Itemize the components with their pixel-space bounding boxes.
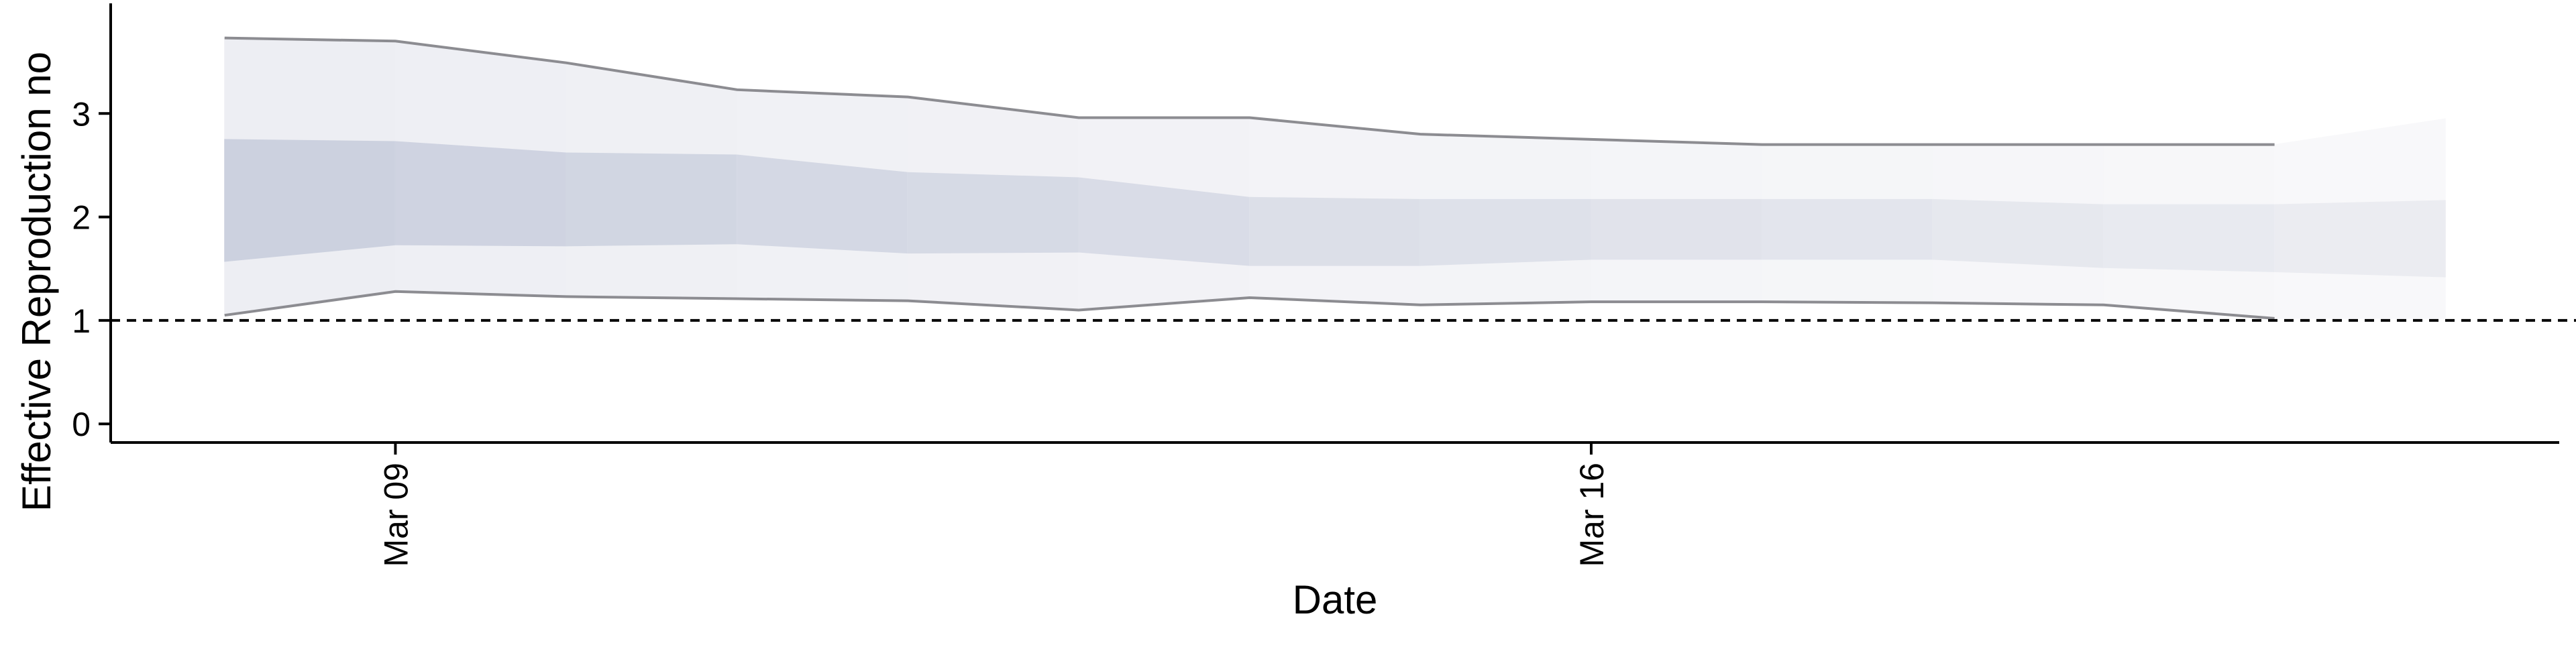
inner-band-segment — [2103, 204, 2275, 272]
inner-band-segment — [566, 152, 738, 247]
upper-bound-line — [224, 36, 2275, 146]
inner-band-segment — [1932, 198, 2104, 268]
inner-band-segment — [1419, 198, 1592, 266]
inner-band-segment — [1591, 198, 1763, 260]
inner-band-segment — [737, 154, 908, 254]
credible-interval-bands — [224, 38, 2446, 319]
inner-band-segment — [1249, 196, 1421, 266]
y-axis-ticks: 0 1 2 3 — [72, 95, 111, 443]
y-tick-label: 1 — [72, 302, 91, 340]
y-tick-label: 3 — [72, 95, 91, 133]
inner-band-segment — [394, 141, 567, 247]
inner-band-segment — [1762, 198, 1933, 260]
y-tick-label: 0 — [72, 406, 91, 443]
inner-band-segment — [224, 139, 396, 262]
inner-band-segment — [2274, 200, 2446, 278]
y-tick-label: 2 — [72, 199, 91, 237]
y-axis-title: Effective Reproduction no — [14, 52, 59, 512]
x-tick-label: Mar 09 — [377, 463, 415, 567]
x-axis-ticks: Mar 09 Mar 16 — [377, 443, 1611, 567]
interval-bound-lines — [224, 36, 2275, 320]
inner-band-segment — [907, 172, 1079, 254]
x-tick-label: Mar 16 — [1573, 463, 1611, 567]
lower-bound-line — [224, 290, 2275, 320]
x-axis-title: Date — [1293, 577, 1378, 622]
